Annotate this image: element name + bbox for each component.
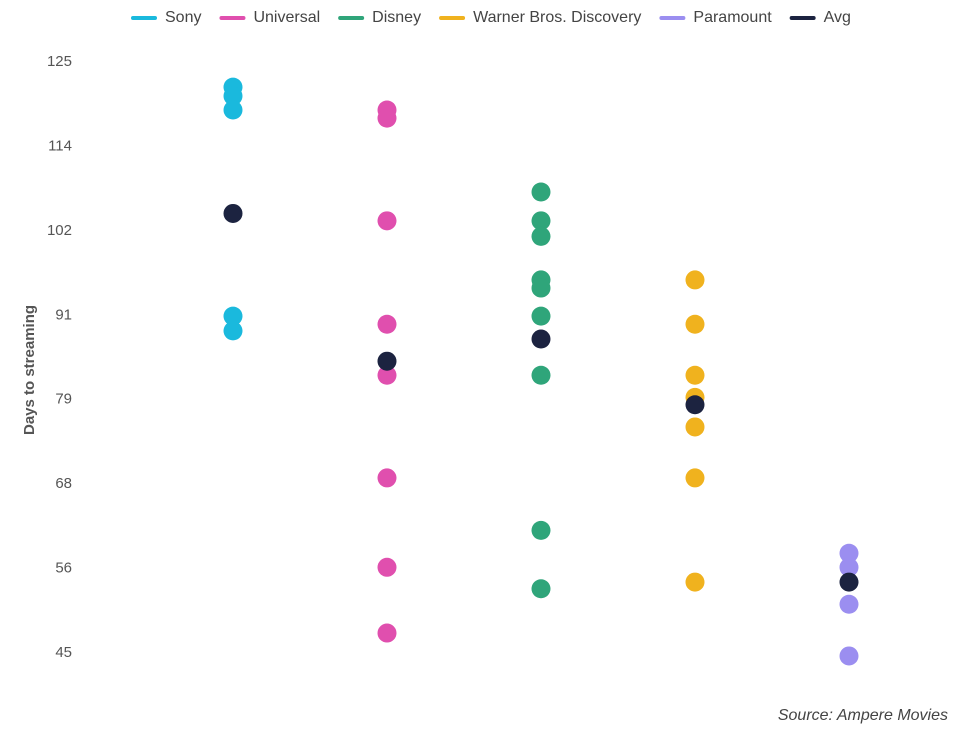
y-tick-label: 68 (55, 475, 72, 492)
dot (377, 365, 397, 385)
dot (377, 468, 397, 488)
dot (531, 365, 551, 385)
dot (839, 543, 859, 563)
dot (685, 314, 705, 334)
dot (839, 646, 859, 666)
legend-label: Avg (824, 9, 851, 26)
avg-dot (223, 203, 243, 223)
dot (531, 520, 551, 540)
legend-label: Universal (253, 9, 320, 26)
y-tick-label: 91 (55, 306, 72, 323)
legend-label: Sony (165, 9, 201, 26)
dot (223, 306, 243, 326)
dot (531, 226, 551, 246)
legend-label: Warner Bros. Discovery (473, 9, 641, 26)
dot (839, 557, 859, 577)
dot (377, 314, 397, 334)
y-tick-label: 125 (47, 53, 72, 70)
dot (223, 321, 243, 341)
dot (377, 211, 397, 231)
dot (531, 579, 551, 599)
dot (839, 594, 859, 614)
dot (377, 623, 397, 643)
dot (377, 557, 397, 577)
legend-label: Disney (372, 9, 421, 26)
y-tick-label: 102 (47, 222, 72, 239)
legend-label: Paramount (693, 9, 772, 26)
dot (685, 270, 705, 290)
avg-dot (839, 572, 859, 592)
y-tick-label: 114 (48, 137, 72, 154)
y-axis-label: Days to streaming (21, 305, 38, 435)
y-tick-label: 79 (55, 391, 72, 408)
dot (685, 365, 705, 385)
avg-dot (531, 329, 551, 349)
y-tick-label: 56 (55, 560, 72, 577)
source: Source: Ampere Movies (778, 707, 948, 724)
dot (685, 468, 705, 488)
dot (531, 182, 551, 202)
dot (223, 86, 243, 106)
dot (223, 100, 243, 120)
dot (531, 211, 551, 231)
dot (685, 417, 705, 437)
avg-dot (685, 395, 705, 415)
dot (531, 306, 551, 326)
y-tick-label: 45 (55, 644, 72, 661)
avg-dot (377, 351, 397, 371)
dot (685, 572, 705, 592)
dot (531, 278, 551, 298)
dot (377, 108, 397, 128)
